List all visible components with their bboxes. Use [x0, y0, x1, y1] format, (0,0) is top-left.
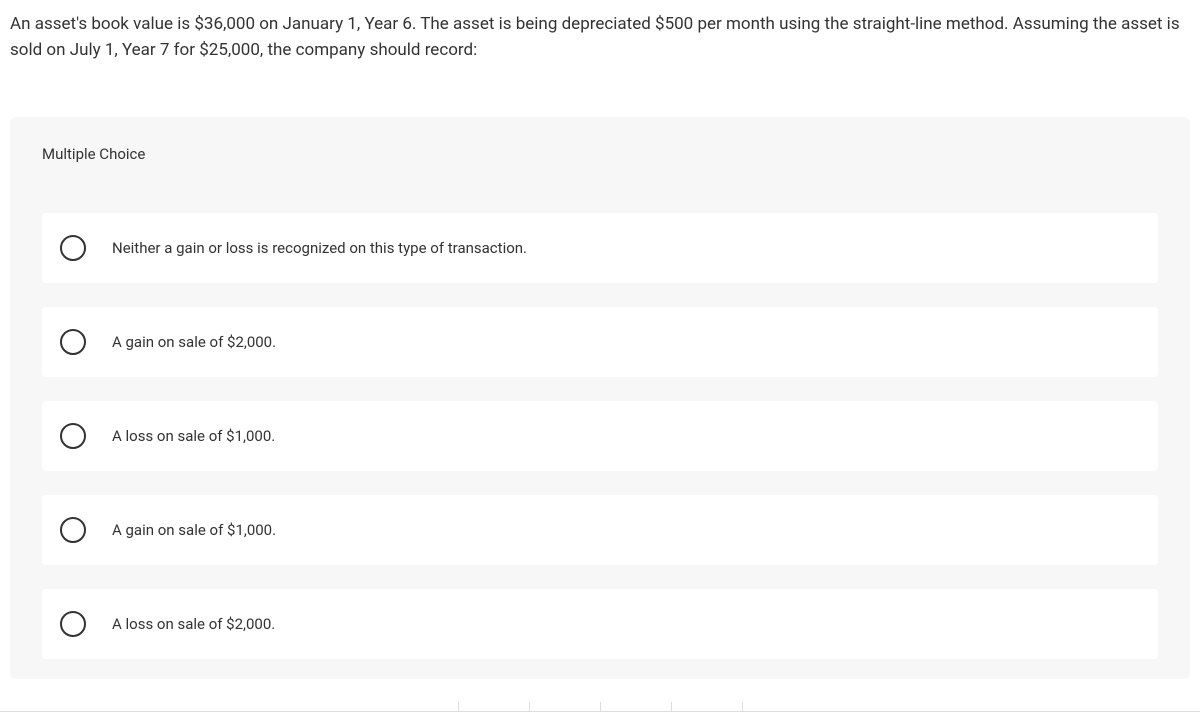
- option-row[interactable]: A gain on sale of $1,000.: [42, 495, 1158, 565]
- option-text: A gain on sale of $1,000.: [112, 521, 276, 539]
- radio-icon[interactable]: [60, 423, 86, 449]
- tick-mark: [671, 702, 672, 712]
- tick-mark: [600, 702, 601, 712]
- section-label: Multiple Choice: [42, 145, 1158, 163]
- section-wrapper: Multiple Choice Neither a gain or loss i…: [10, 117, 1190, 679]
- tick-mark: [458, 702, 459, 712]
- option-text: A loss on sale of $1,000.: [112, 427, 275, 445]
- option-text: A loss on sale of $2,000.: [112, 615, 275, 633]
- option-row[interactable]: A loss on sale of $2,000.: [42, 589, 1158, 659]
- bottom-ticks: [0, 702, 1200, 712]
- tick-mark: [742, 702, 743, 712]
- radio-icon[interactable]: [60, 235, 86, 261]
- option-row[interactable]: A loss on sale of $1,000.: [42, 401, 1158, 471]
- options-list: Neither a gain or loss is recognized on …: [42, 213, 1158, 659]
- question-text: An asset's book value is $36,000 on Janu…: [10, 12, 1190, 63]
- radio-icon[interactable]: [60, 517, 86, 543]
- option-row[interactable]: A gain on sale of $2,000.: [42, 307, 1158, 377]
- option-text: Neither a gain or loss is recognized on …: [112, 239, 527, 257]
- answer-section: Multiple Choice Neither a gain or loss i…: [0, 117, 1200, 679]
- radio-icon[interactable]: [60, 611, 86, 637]
- option-row[interactable]: Neither a gain or loss is recognized on …: [42, 213, 1158, 283]
- tick-mark: [529, 702, 530, 712]
- question-container: An asset's book value is $36,000 on Janu…: [0, 0, 1200, 63]
- option-text: A gain on sale of $2,000.: [112, 333, 276, 351]
- radio-icon[interactable]: [60, 329, 86, 355]
